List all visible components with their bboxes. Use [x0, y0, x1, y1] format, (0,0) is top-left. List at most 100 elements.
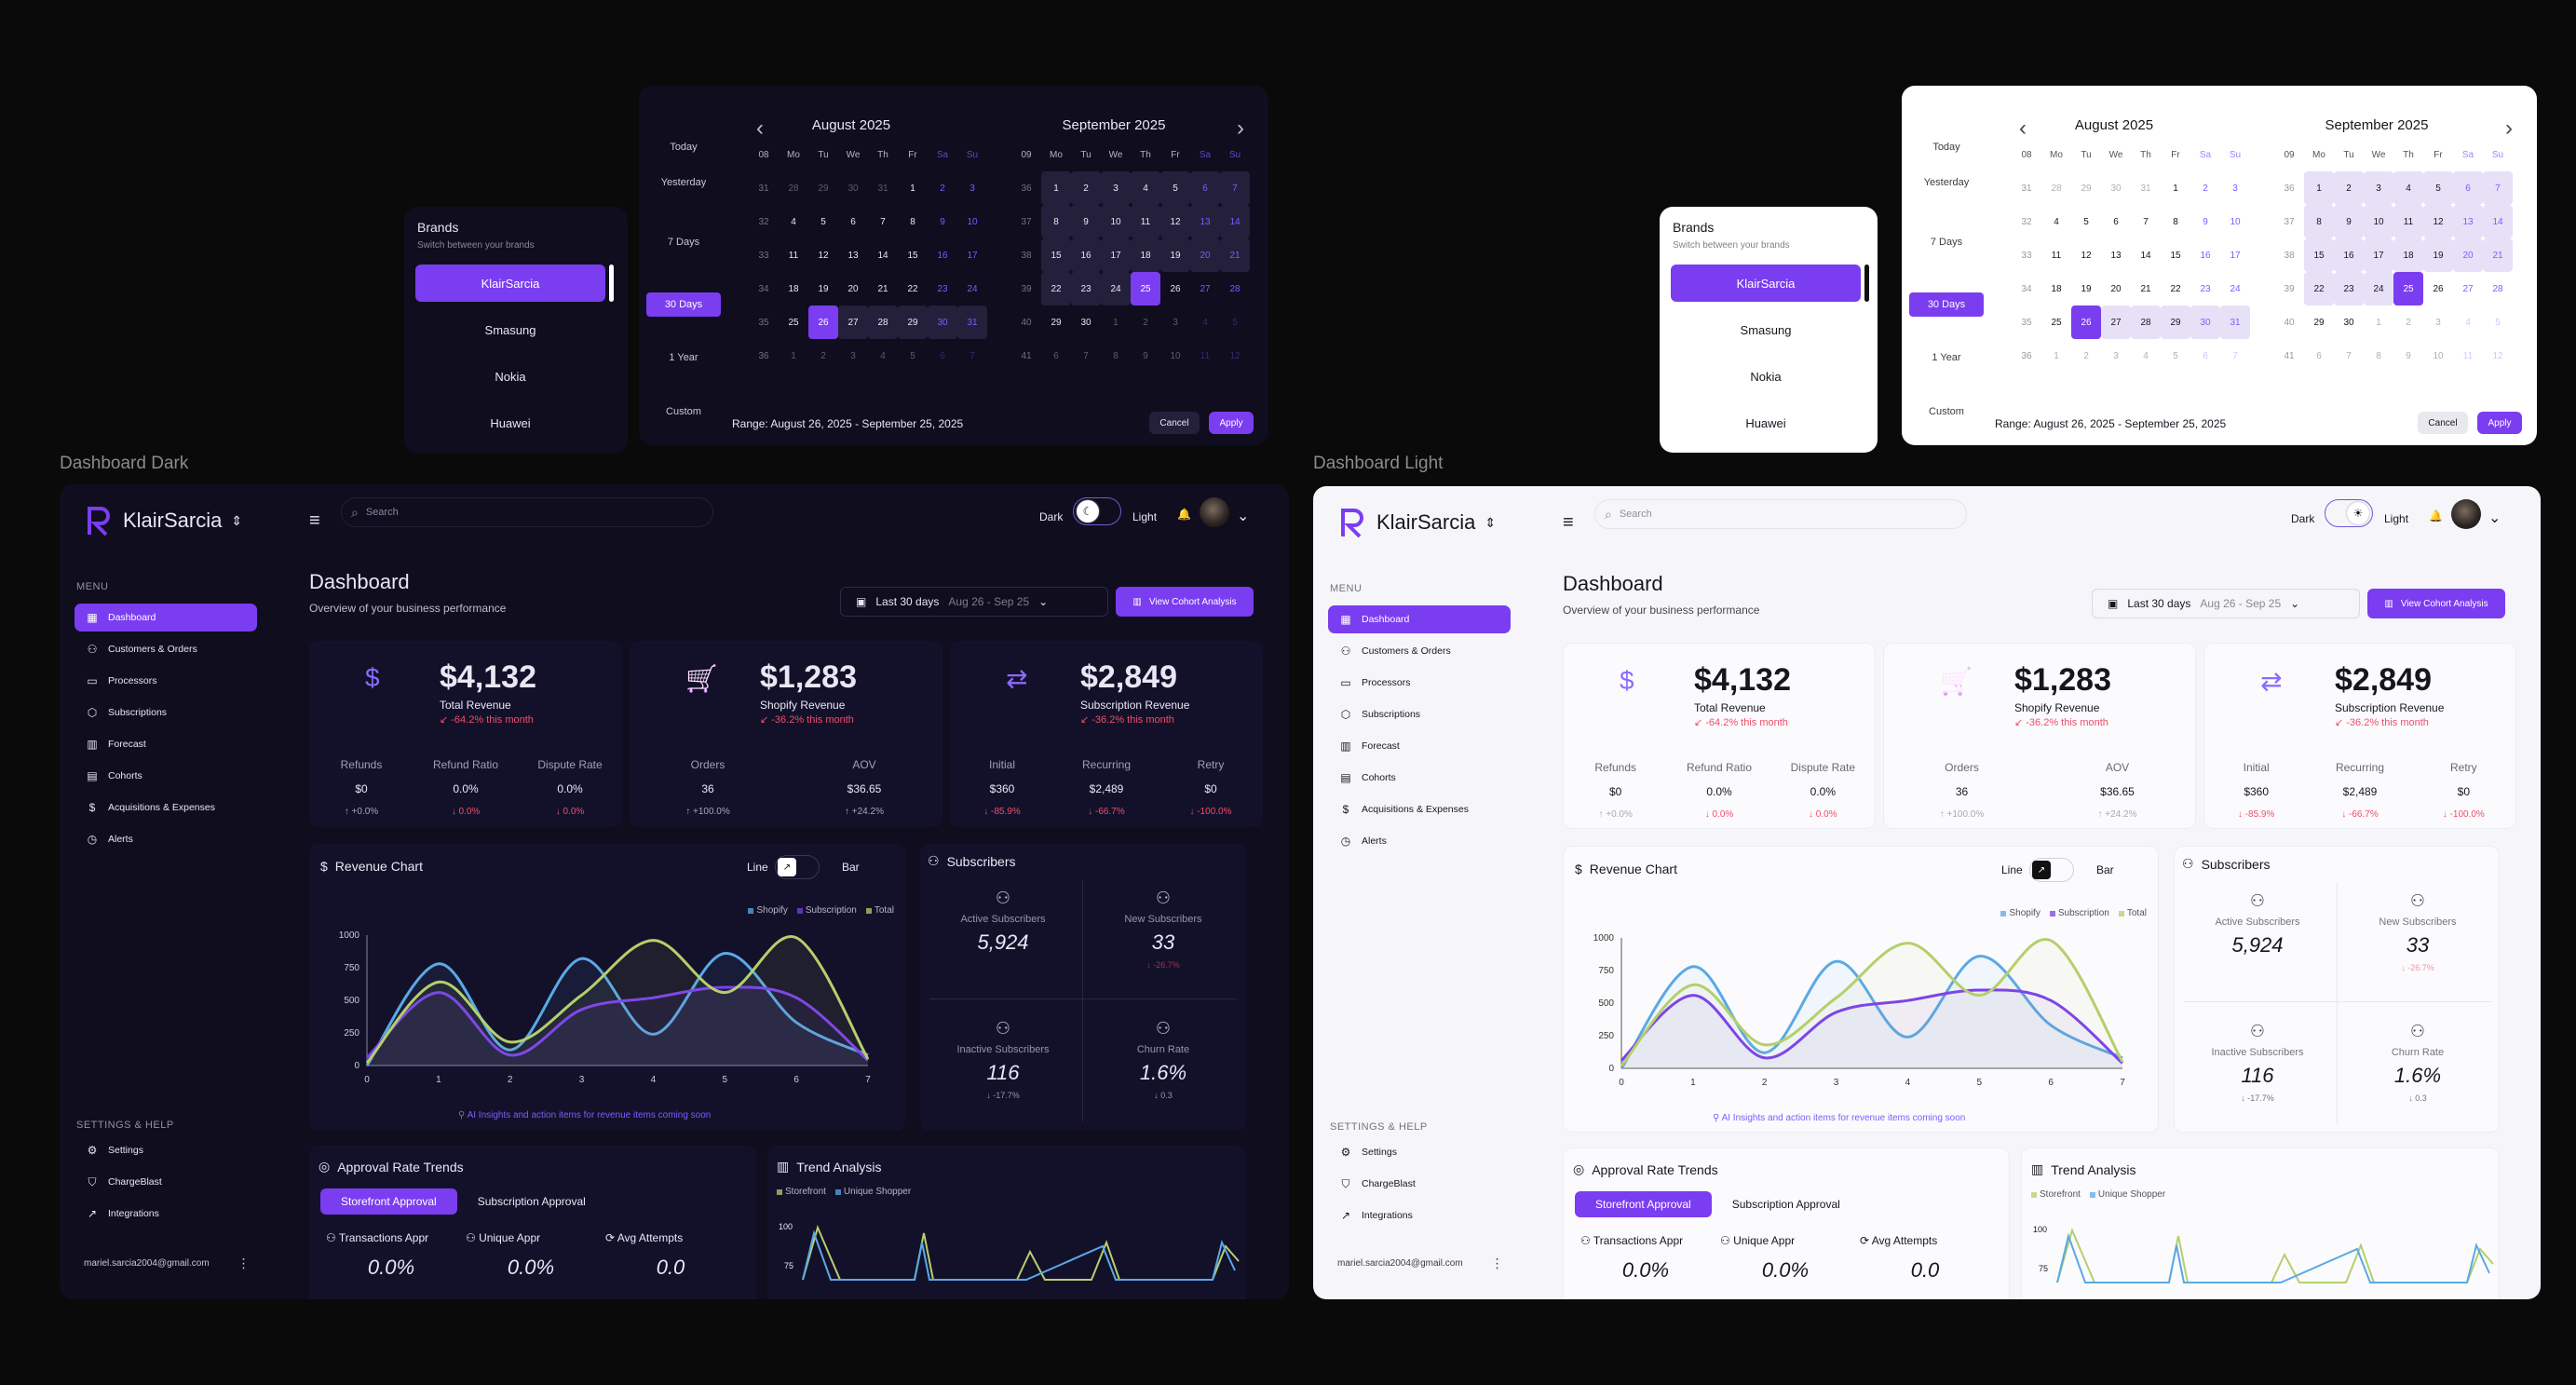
calendar-day[interactable]: 4	[1131, 171, 1160, 205]
brand-item-klairsarcia[interactable]: KlairSarcia	[415, 265, 605, 302]
calendar-day[interactable]: 23	[937, 283, 948, 294]
calendar-day[interactable]: 13	[2453, 205, 2483, 238]
prev-month-chevron-icon[interactable]: ‹	[756, 115, 764, 141]
calendar-day[interactable]: 19	[818, 283, 829, 294]
sidebar-item-integrations[interactable]: ↗ Integrations	[1328, 1202, 1511, 1229]
calendar-day[interactable]: 6	[2316, 350, 2322, 361]
sidebar-item-integrations[interactable]: ↗ Integrations	[75, 1200, 257, 1228]
calendar-day[interactable]: 7	[2143, 216, 2149, 227]
calendar-day[interactable]: 30	[847, 183, 859, 194]
calendar-day[interactable]: 9	[1143, 350, 1148, 361]
calendar-day[interactable]: 1	[2173, 183, 2178, 194]
calendar-day[interactable]: 10	[2364, 205, 2393, 238]
brands-scrollbar[interactable]	[609, 265, 614, 302]
calendar-day[interactable]: 2	[2203, 183, 2208, 194]
preset-custom[interactable]: Custom	[666, 406, 701, 417]
calendar-day[interactable]: 1	[2376, 317, 2381, 328]
calendar-day[interactable]: 18	[2393, 238, 2423, 272]
calendar-day[interactable]: 29	[2081, 183, 2092, 194]
sidebar-item-dashboard[interactable]: ▦ Dashboard	[75, 604, 257, 631]
search-input[interactable]: ⌕ Search	[1594, 499, 1967, 529]
calendar-day[interactable]: 31	[957, 306, 987, 339]
calendar-day[interactable]: 20	[2453, 238, 2483, 272]
preset-7-days[interactable]: 7 Days	[667, 237, 700, 248]
calendar-day[interactable]: 13	[1190, 205, 1220, 238]
calendar-day[interactable]: 21	[2140, 283, 2151, 294]
calendar-day[interactable]: 27	[2101, 306, 2131, 339]
brand-item-huawei[interactable]: Huawei	[1745, 415, 1786, 430]
calendar-day[interactable]: 1	[2304, 171, 2334, 205]
calendar-day[interactable]: 8	[2376, 350, 2381, 361]
calendar-day[interactable]: 10	[1170, 350, 1181, 361]
brand-switch-chevron-icon[interactable]: ⇕	[1485, 514, 1497, 530]
calendar-day[interactable]: 3	[2435, 317, 2441, 328]
calendar-day[interactable]: 27	[838, 306, 868, 339]
calendar-day[interactable]: 29	[1051, 317, 1062, 328]
brands-scrollbar[interactable]	[1864, 265, 1869, 302]
calendar-day[interactable]: 7	[880, 216, 886, 227]
calendar-day[interactable]: 23	[2334, 272, 2364, 306]
calendar-day[interactable]: 3	[2364, 171, 2393, 205]
tab-storefront-approval[interactable]: Storefront Approval	[320, 1188, 457, 1215]
calendar-day[interactable]: 7	[1220, 171, 1250, 205]
calendar-day[interactable]: 5	[820, 216, 826, 227]
preset-yesterday[interactable]: Yesterday	[660, 177, 707, 188]
brand-item-nokia[interactable]: Nokia	[1750, 369, 1782, 384]
calendar-day[interactable]: 9	[940, 216, 945, 227]
calendar-day[interactable]: 26	[808, 306, 838, 339]
calendar-day[interactable]: 23	[1071, 272, 1101, 306]
calendar-day[interactable]: 17	[2364, 238, 2393, 272]
calendar-day[interactable]: 12	[1229, 350, 1241, 361]
preset-30-days[interactable]: 30 Days	[646, 292, 721, 317]
brand-item-klairsarcia[interactable]: KlairSarcia	[1671, 265, 1861, 302]
calendar-day[interactable]: 11	[1200, 350, 1211, 361]
next-month-chevron-icon[interactable]: ›	[1237, 115, 1244, 141]
brand-item-smasung[interactable]: Smasung	[484, 322, 536, 337]
prev-month-chevron-icon[interactable]: ‹	[2019, 115, 2027, 141]
calendar-day[interactable]: 12	[2492, 350, 2503, 361]
preset-7-days[interactable]: 7 Days	[1930, 237, 1963, 248]
calendar-day[interactable]: 6	[2113, 216, 2119, 227]
calendar-day[interactable]: 4	[880, 350, 886, 361]
calendar-day[interactable]: 21	[2483, 238, 2513, 272]
calendar-day[interactable]: 4	[1202, 317, 1208, 328]
sidebar-item-processors[interactable]: ▭ Processors	[75, 667, 257, 695]
calendar-day[interactable]: 13	[2110, 250, 2122, 261]
calendar-day[interactable]: 5	[2423, 171, 2453, 205]
chevron-down-icon[interactable]: ⌄	[1237, 509, 1250, 524]
sidebar-item-chargeblast[interactable]: ⛉ ChargeBlast	[75, 1168, 257, 1196]
calendar-day[interactable]: 7	[969, 350, 975, 361]
calendar-day[interactable]: 24	[1101, 272, 1131, 306]
calendar-day[interactable]: 1	[1113, 317, 1119, 328]
calendar-day[interactable]: 18	[1131, 238, 1160, 272]
calendar-day[interactable]: 30	[2190, 306, 2220, 339]
tab-subscription-approval[interactable]: Subscription Approval	[477, 1195, 586, 1208]
calendar-day[interactable]: 12	[1160, 205, 1190, 238]
user-menu[interactable]: mariel.sarcia2004@gmail.com ⋮	[84, 1256, 251, 1271]
calendar-day[interactable]: 17	[1101, 238, 1131, 272]
calendar-day[interactable]: 2	[2083, 350, 2089, 361]
calendar-day[interactable]: 19	[1160, 238, 1190, 272]
calendar-day[interactable]: 4	[2054, 216, 2059, 227]
calendar-day[interactable]: 18	[788, 283, 799, 294]
calendar-day[interactable]: 9	[1071, 205, 1101, 238]
calendar-day[interactable]: 28	[868, 306, 898, 339]
calendar-day[interactable]: 7	[2346, 350, 2352, 361]
calendar-day[interactable]: 6	[2453, 171, 2483, 205]
brand-item-smasung[interactable]: Smasung	[1740, 322, 1792, 337]
calendar-day[interactable]: 16	[1071, 238, 1101, 272]
preset-yesterday[interactable]: Yesterday	[1923, 177, 1970, 188]
brand-switch-chevron-icon[interactable]: ⇕	[231, 512, 243, 528]
cancel-button[interactable]: Cancel	[2418, 412, 2468, 434]
menu-icon[interactable]: ≡	[1563, 512, 1574, 533]
calendar-day[interactable]: 8	[2173, 216, 2178, 227]
calendar-day[interactable]: 30	[2343, 317, 2354, 328]
calendar-day[interactable]: 29	[2313, 317, 2325, 328]
calendar-day[interactable]: 12	[818, 250, 829, 261]
cancel-button[interactable]: Cancel	[1149, 412, 1200, 434]
chevron-down-icon[interactable]: ⌄	[2488, 510, 2501, 526]
avatar[interactable]	[2451, 499, 2481, 529]
date-range-picker[interactable]: ▣ Last 30 days Aug 26 - Sep 25 ⌄	[840, 587, 1108, 617]
calendar-day[interactable]: 7	[2232, 350, 2238, 361]
calendar-day[interactable]: 28	[1229, 283, 1241, 294]
